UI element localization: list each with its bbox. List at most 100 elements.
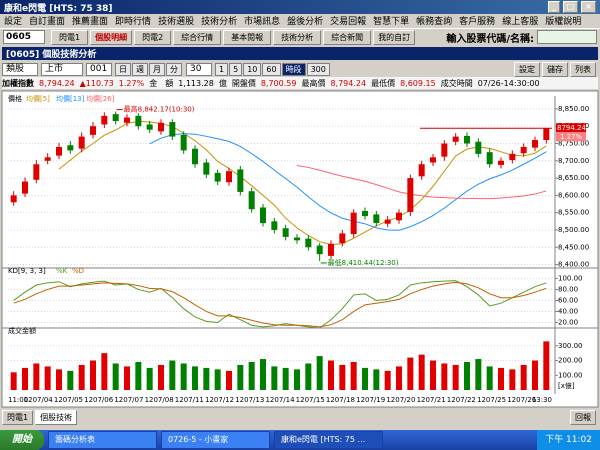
last-change-label: 1.27% [560, 133, 583, 141]
volume-bar [10, 372, 17, 390]
volume-bar [452, 364, 459, 390]
candle-body [441, 143, 448, 157]
x-tick-label: 1207/08 [145, 396, 174, 404]
search-input[interactable] [537, 30, 597, 44]
toolbar-button[interactable]: 基本閱報 [223, 29, 272, 45]
y-tick-label: 8,600.00 [558, 191, 589, 199]
interval-button[interactable]: 10 [243, 62, 262, 76]
subwindow-title-bar: [0605] 個股技術分析 [2, 47, 598, 60]
control-select[interactable]: 上市 [41, 62, 83, 76]
stock-code-select[interactable]: 0605 [3, 30, 45, 44]
legend-item: 均價[26] [86, 94, 115, 103]
tab[interactable]: 閃電1 [2, 410, 34, 425]
candle-body [90, 126, 96, 135]
menu-item[interactable]: 技術分析 [201, 17, 238, 27]
toolbar-button[interactable]: 閃電2 [134, 29, 172, 45]
menu-item[interactable]: 技術選股 [158, 17, 195, 27]
window-controls: _ □ × [547, 1, 598, 13]
candle-body [78, 136, 85, 149]
taskbar-task[interactable]: 0726-5 - 小畫家 [161, 431, 270, 449]
menu-item[interactable]: 盤後分析 [287, 17, 324, 27]
volume-bar [248, 362, 255, 390]
interval-button[interactable]: 300 [306, 62, 330, 76]
chart-area: 8,850.008,800.008,750.008,700.008,650.00… [1, 90, 599, 408]
toolbar-button[interactable]: 閃電1 [51, 29, 89, 45]
search-label: 輸入股票代碼/名稱: [446, 33, 534, 45]
period-button[interactable]: 分 [166, 62, 182, 76]
volume-bar [350, 362, 357, 390]
last-price-label: 8794.24 [557, 124, 586, 132]
volume-bar [22, 367, 28, 390]
x-tick-label: 1207/19 [356, 396, 385, 404]
candle-body [373, 214, 380, 224]
maximize[interactable]: □ [562, 1, 579, 13]
candle-body [67, 145, 74, 151]
menu-item[interactable]: 客戶服務 [459, 17, 496, 27]
candle-body [56, 146, 62, 156]
volume-bar [498, 367, 504, 390]
start-button[interactable]: 開始 [0, 430, 44, 450]
candle-body [237, 169, 244, 192]
menu-item[interactable]: 版權說明 [545, 17, 582, 27]
taskbar-task[interactable]: 籌碼分析表 [48, 431, 157, 449]
quote-percent: 1.27% [118, 78, 145, 88]
period-button[interactable]: 月 [149, 62, 165, 76]
taskbar-task[interactable]: 康和e閃電 [HTS: 75 ... [274, 431, 383, 449]
volume-bar [260, 359, 266, 390]
toolbar-button[interactable]: 技術分析 [273, 29, 322, 45]
control-select[interactable]: 001 [86, 62, 112, 76]
action-button[interactable]: 儲存 [542, 61, 568, 77]
x-tick-label: 1207/26 [507, 396, 537, 404]
interval-button[interactable]: 時段 [281, 62, 306, 76]
menu-item[interactable]: 交易回報 [330, 17, 367, 27]
moving-average [149, 133, 547, 231]
minutes-select[interactable]: 30 [186, 62, 212, 76]
low-annotation: 最低8,410.44(12:30) [328, 258, 399, 267]
menu-item[interactable]: 市場訊息 [244, 17, 281, 27]
toolbar-button[interactable]: 綜合新聞 [323, 29, 372, 45]
candle-body [180, 134, 187, 151]
chart-background [1, 90, 599, 408]
volume-bar [112, 363, 119, 390]
volume-bar [237, 364, 244, 390]
y-tick-label: 200.00 [558, 357, 583, 365]
favorite-button[interactable]: 我的自訂 [373, 29, 416, 45]
report-button[interactable]: 回報 [570, 410, 596, 425]
last-price-flag [556, 123, 586, 133]
menu-item[interactable]: 自訂畫面 [29, 17, 66, 27]
menu-item[interactable]: 即時行情 [115, 17, 152, 27]
legend-item: 均價[13] [56, 94, 85, 103]
volume-bar [316, 356, 323, 390]
close[interactable]: × [581, 1, 596, 13]
x-tick-label: 1207/15 [296, 396, 325, 404]
toolbar-button[interactable]: 綜合行情 [173, 29, 222, 45]
clock: 下午 11:02 [537, 430, 600, 450]
volume-bar [146, 367, 153, 390]
quote-amount-unit: 億 [218, 78, 227, 88]
period-button[interactable]: 日 [115, 62, 131, 76]
action-button[interactable]: 列表 [570, 61, 596, 77]
period-button[interactable]: 週 [132, 62, 148, 76]
menu-item[interactable]: 設定 [4, 17, 23, 27]
minimize[interactable]: _ [547, 1, 560, 13]
interval-button[interactable]: 60 [262, 62, 281, 76]
volume-bar [418, 354, 425, 390]
candle-body [396, 212, 402, 221]
y-tick-label: 8,450.00 [558, 243, 589, 251]
candle-body [101, 115, 108, 125]
action-button[interactable]: 設定 [514, 61, 540, 77]
control-select[interactable]: 類股 [2, 62, 38, 76]
x-tick-label: 11:00 [8, 396, 28, 404]
menu-item[interactable]: 帳務查詢 [416, 17, 453, 27]
menu-item[interactable]: 智慧下單 [373, 17, 410, 27]
volume-bar [441, 363, 448, 390]
panel-title: KD[9, 3, 3] [8, 267, 46, 275]
menu-item[interactable]: 線上客服 [502, 17, 539, 27]
toolbar-button[interactable]: 個股明細 [90, 29, 133, 45]
interval-button[interactable]: 1 [215, 62, 229, 76]
menu-item[interactable]: 推薦畫面 [72, 17, 109, 27]
y-tick-label: 100.00 [558, 371, 583, 379]
interval-button[interactable]: 5 [229, 62, 243, 76]
tab[interactable]: 個股技術 [35, 410, 78, 425]
candle-body [543, 128, 550, 141]
